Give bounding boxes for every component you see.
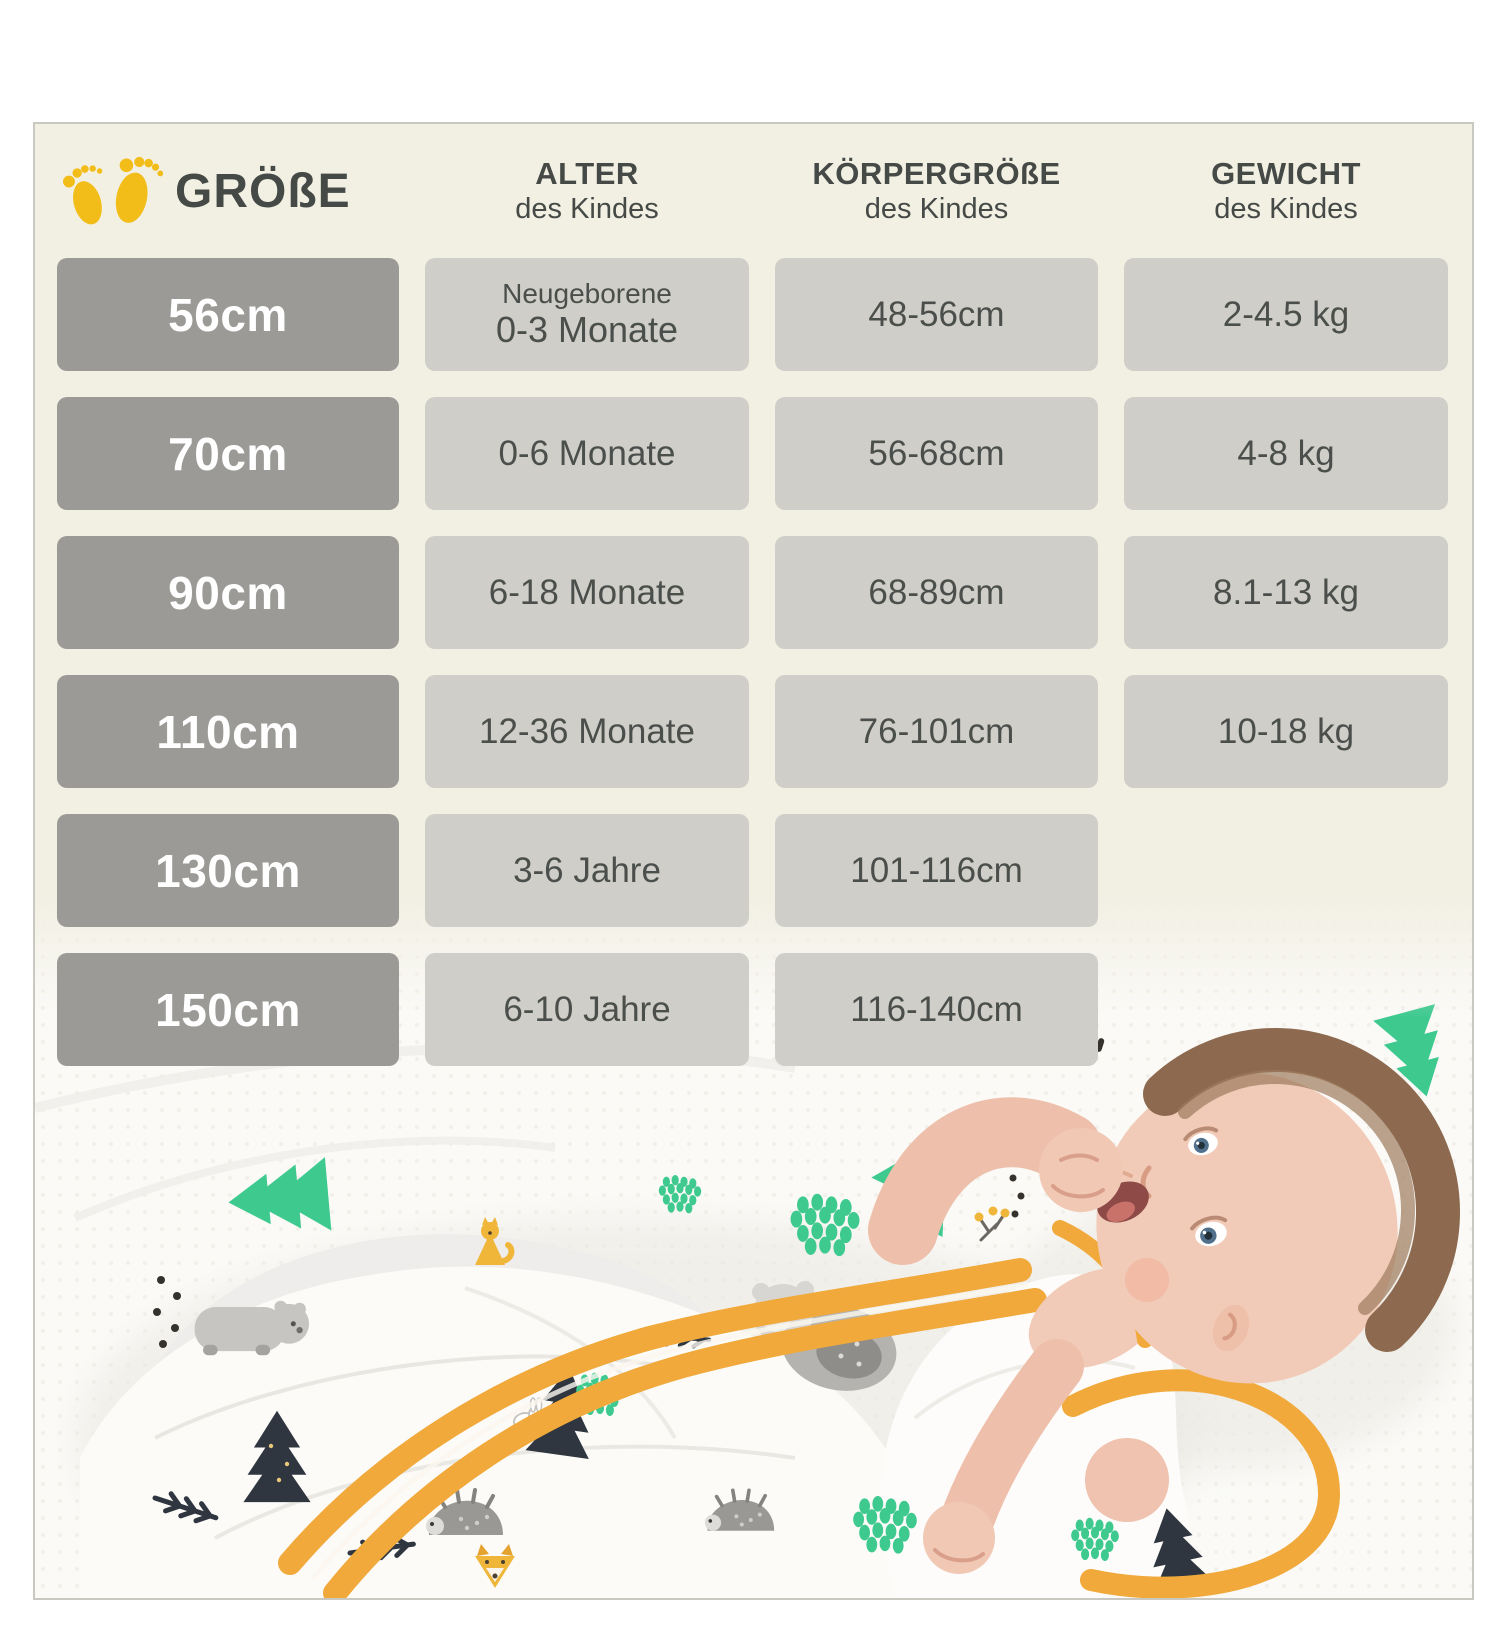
- size-cell: 56cm: [57, 258, 399, 371]
- footprints-icon: [63, 156, 163, 225]
- table-row: 56cm Neugeborene 0-3 Monate 48-56cm 2-4.…: [57, 258, 1450, 371]
- height-cell: 48-56cm: [775, 258, 1098, 371]
- weight-cell: 8.1-13 kg: [1124, 536, 1448, 649]
- age-cell: Neugeborene 0-3 Monate: [425, 258, 749, 371]
- baby-arm: [868, 1097, 1123, 1265]
- size-cell: 90cm: [57, 536, 399, 649]
- age-cell: 3-6 Jahre: [425, 814, 749, 927]
- forest-print: [152, 1004, 1458, 1591]
- baby-face: [1095, 1028, 1460, 1384]
- age-cell: 6-10 Jahre: [425, 953, 749, 1066]
- baby-hair: [1143, 1028, 1460, 1352]
- height-cell: 116-140cm: [775, 953, 1098, 1066]
- baby: [868, 1028, 1460, 1598]
- baby-sleeping-bag-photo: [35, 898, 1472, 1598]
- size-cell: 70cm: [57, 397, 399, 510]
- table-header-row: GRÖßE ALTER des Kindes KÖRPERGRÖßE des K…: [57, 124, 1450, 258]
- table-row: 110cm 12-36 Monate 76-101cm 10-18 kg: [57, 675, 1450, 788]
- age-cell: 6-18 Monate: [425, 536, 749, 649]
- height-cell: 101-116cm: [775, 814, 1098, 927]
- column-header-age: ALTER des Kindes: [515, 155, 659, 226]
- height-cell: 76-101cm: [775, 675, 1098, 788]
- age-cell: 0-6 Monate: [425, 397, 749, 510]
- table-row: 130cm 3-6 Jahre 101-116cm: [57, 814, 1450, 927]
- table-row: 150cm 6-10 Jahre 116-140cm: [57, 953, 1450, 1066]
- weight-cell: 4-8 kg: [1124, 397, 1448, 510]
- column-header-weight: GEWICHT des Kindes: [1211, 155, 1361, 226]
- column-header-height: KÖRPERGRÖßE des Kindes: [812, 155, 1061, 226]
- chart-panel: GRÖßE ALTER des Kindes KÖRPERGRÖßE des K…: [33, 122, 1474, 1600]
- berries-sprig: [974, 1206, 1010, 1242]
- size-cell: 150cm: [57, 953, 399, 1066]
- zipper-trim: [278, 1258, 1047, 1598]
- size-header: GRÖßE: [57, 146, 399, 236]
- size-table: GRÖßE ALTER des Kindes KÖRPERGRÖßE des K…: [35, 124, 1472, 1066]
- size-cell: 130cm: [57, 814, 399, 927]
- weight-cell: 10-18 kg: [1124, 675, 1448, 788]
- height-cell: 56-68cm: [775, 397, 1098, 510]
- height-cell: 68-89cm: [775, 536, 1098, 649]
- weight-cell: 2-4.5 kg: [1124, 258, 1448, 371]
- table-row: 70cm 0-6 Monate 56-68cm 4-8 kg: [57, 397, 1450, 510]
- size-cell: 110cm: [57, 675, 399, 788]
- age-cell: 12-36 Monate: [425, 675, 749, 788]
- table-row: 90cm 6-18 Monate 68-89cm 8.1-13 kg: [57, 536, 1450, 649]
- size-header-label: GRÖßE: [175, 164, 351, 218]
